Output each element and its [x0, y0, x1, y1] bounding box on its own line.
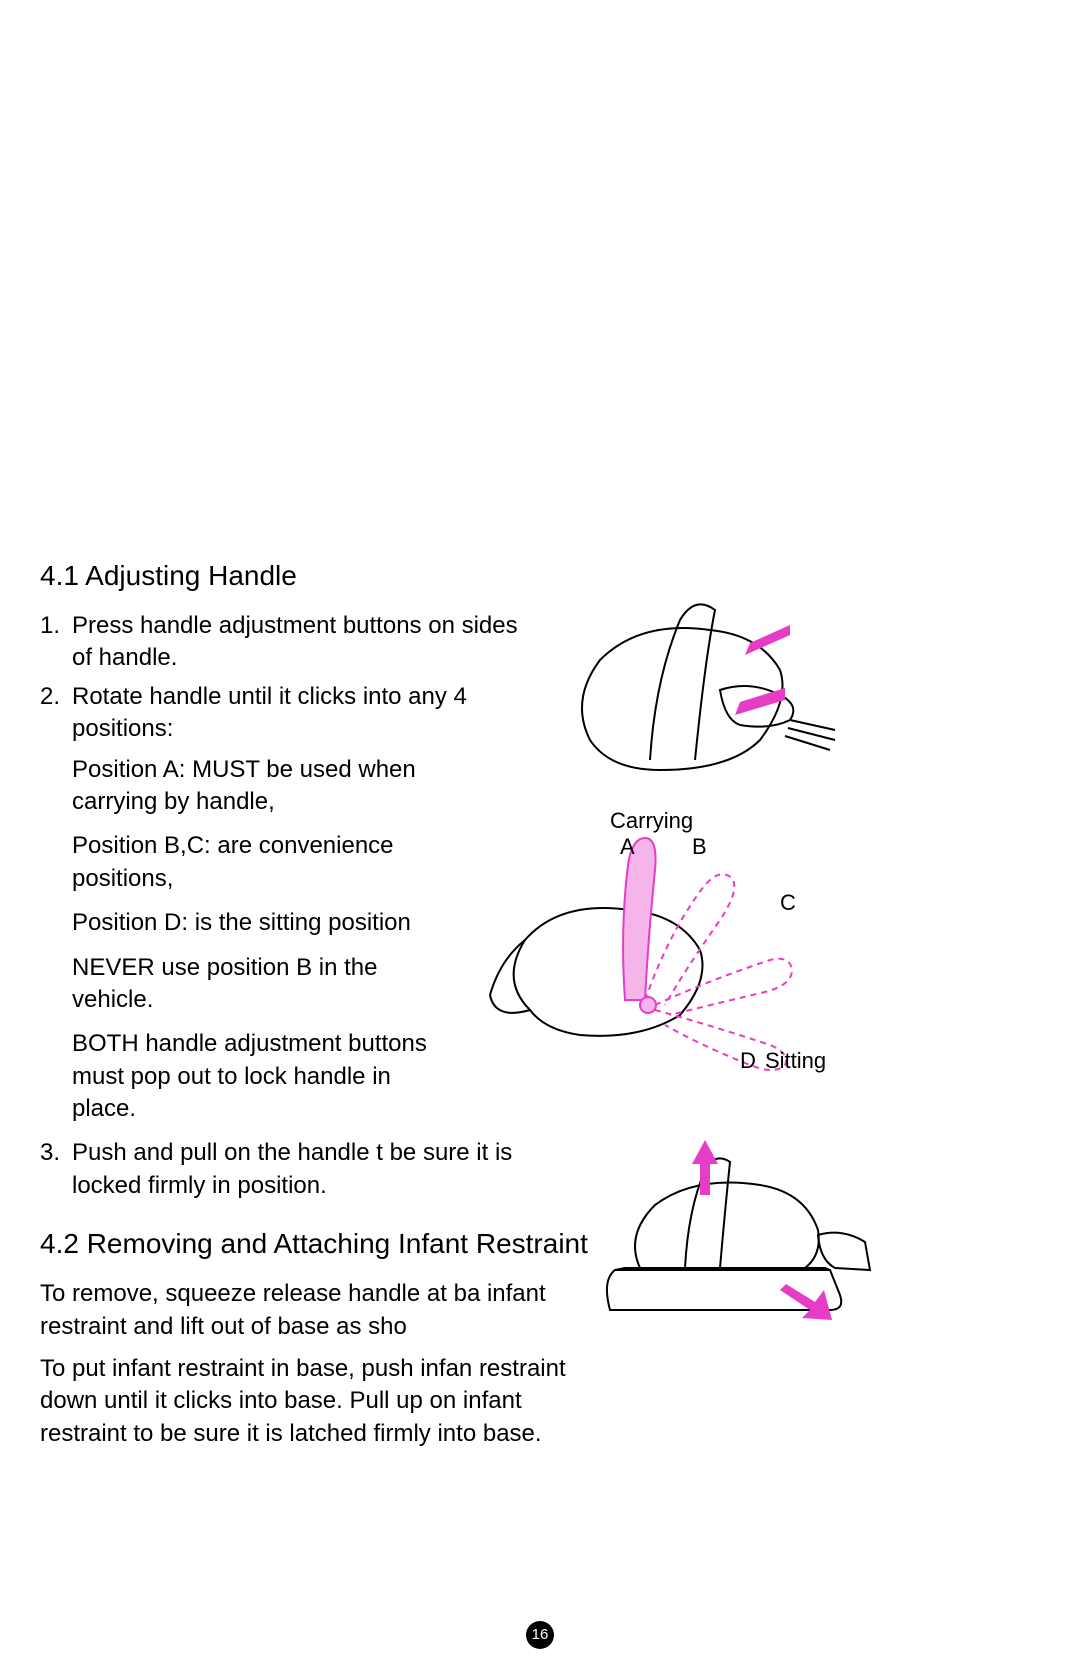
step-2-num: 2. [40, 681, 60, 713]
section-4-2-heading: 4.2 Removing and Attaching Infant Restra… [40, 1228, 1040, 1260]
both-note: BOTH handle adjustment buttons must pop … [40, 1028, 460, 1125]
position-d-label: Position D: [72, 909, 188, 936]
label-b: B [692, 834, 707, 860]
position-d-text: is the sitting position [195, 909, 411, 936]
step-3-num: 3. [40, 1137, 60, 1169]
position-a-label: Position A: [72, 756, 185, 783]
step-1: 1. Press handle adjustment buttons on si… [40, 610, 520, 675]
position-bc: Position B,C: are convenience positions, [40, 830, 460, 895]
never-text: NEVER use position B in the vehicle. [72, 954, 378, 1013]
step-2: 2. Rotate handle until it clicks into an… [40, 681, 520, 746]
figure-handle-adjust [530, 580, 850, 800]
position-a: Position A: MUST be used when carrying b… [40, 754, 460, 819]
section-4-2-para-2: To put infant restraint in base, push in… [40, 1353, 600, 1450]
step-1-num: 1. [40, 610, 60, 642]
section-4-2-para-1: To remove, squeeze release handle at ba … [40, 1278, 600, 1343]
position-d: Position D: is the sitting position [40, 907, 460, 939]
figure-remove-attach [580, 1140, 880, 1340]
label-c: C [780, 890, 796, 916]
position-bc-label: Position B,C: [72, 832, 211, 859]
step-2-text: Rotate handle until it clicks into any 4… [72, 683, 467, 742]
label-a: A [620, 834, 635, 860]
both-text: BOTH handle adjustment buttons must pop … [72, 1030, 427, 1122]
label-d: D [740, 1048, 756, 1074]
step-1-text: Press handle adjustment buttons on sides… [72, 612, 518, 671]
page-number: 16 [526, 1621, 554, 1649]
figure-positions: Carrying A B C D Sitting [470, 810, 840, 1080]
step-3: 3. Push and pull on the handle t be sure… [40, 1137, 520, 1202]
step-3-text: Push and pull on the handle t be sure it… [72, 1139, 512, 1198]
label-sitting: Sitting [765, 1048, 826, 1074]
never-note: NEVER use position B in the vehicle. [40, 952, 460, 1017]
label-carrying: Carrying [610, 808, 693, 834]
